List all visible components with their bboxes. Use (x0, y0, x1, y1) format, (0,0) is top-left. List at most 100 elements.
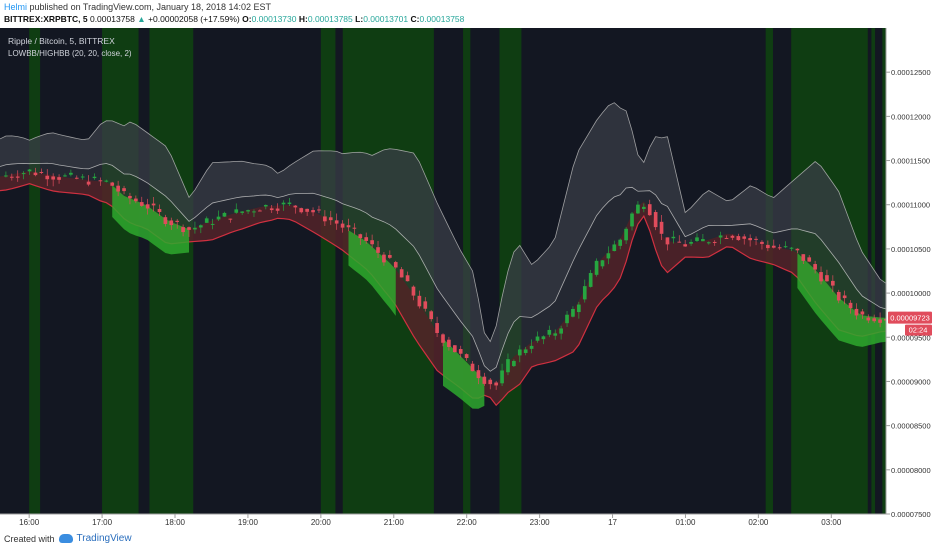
low-value: 0.00013701 (363, 14, 409, 24)
publish-info: Helmi published on TradingView.com, Janu… (4, 2, 271, 14)
candle (216, 216, 221, 220)
candle (181, 227, 185, 233)
candle (299, 208, 304, 213)
candle (807, 257, 812, 262)
candle (641, 206, 646, 209)
published-text: published on TradingView.com, January 18… (29, 2, 272, 12)
candle (458, 349, 463, 354)
trend-fill (112, 185, 190, 255)
highlight-zone (149, 28, 194, 514)
open-label: O: (242, 14, 252, 24)
candle (706, 242, 711, 244)
candle (15, 176, 20, 178)
highlight-zone (320, 28, 336, 514)
x-tick-label: 20:00 (311, 518, 332, 527)
candle (9, 176, 14, 178)
y-tick-label: 0.00011000 (891, 201, 930, 210)
basis-line (0, 162, 887, 372)
candle (541, 336, 546, 340)
author-link[interactable]: Helmi (4, 2, 28, 12)
y-tick-label: 0.00011500 (891, 157, 930, 166)
candle (872, 318, 877, 322)
high-value: 0.00013785 (307, 14, 353, 24)
highlight-zone (29, 28, 41, 514)
candle (204, 218, 209, 223)
up-arrow-icon: ▲ (137, 14, 146, 24)
candle (559, 328, 563, 334)
candle (754, 238, 758, 240)
y-tick-label: 0.00010000 (891, 289, 931, 298)
candle (476, 370, 481, 379)
y-axis-panel[interactable] (886, 28, 932, 514)
x-tick-label: 18:00 (165, 518, 186, 527)
candle (547, 329, 552, 335)
candle (742, 236, 747, 239)
tradingview-brand[interactable]: TradingView (76, 533, 132, 544)
candle (801, 254, 806, 261)
upper-band-line (0, 102, 887, 343)
candle (340, 223, 345, 228)
x-tick-label: 17:00 (92, 518, 113, 527)
candle (500, 370, 504, 384)
candle (831, 280, 835, 286)
candle (512, 360, 516, 367)
candle (553, 333, 558, 336)
y-tick-label: 0.00008000 (891, 466, 931, 475)
candle (228, 218, 233, 220)
candle (27, 169, 32, 172)
x-tick-label: 16:00 (19, 518, 40, 527)
candle (441, 334, 445, 343)
candle (210, 223, 215, 225)
candle (647, 204, 652, 216)
candle (405, 275, 410, 282)
candle (594, 260, 599, 275)
candle (659, 221, 664, 234)
candle (724, 237, 729, 239)
candle (57, 177, 61, 180)
last-price: 0.00013758 (89, 14, 135, 24)
candle (718, 235, 723, 238)
candle (529, 345, 534, 349)
candle (636, 204, 640, 214)
candle (74, 177, 79, 179)
candle (736, 236, 741, 241)
y-tick-label: 0.00007500 (891, 510, 931, 519)
candle (848, 302, 853, 309)
candle (854, 308, 859, 316)
candle (825, 275, 829, 282)
y-tick-label: 0.00009500 (891, 333, 931, 342)
candle (311, 210, 315, 213)
candle (151, 203, 156, 206)
y-tick-label: 0.00012000 (891, 112, 931, 121)
candle (577, 304, 581, 313)
candle (748, 238, 752, 241)
highlight-zone (765, 28, 773, 514)
candle (293, 205, 298, 208)
x-tick-label: 21:00 (384, 518, 405, 527)
candle (777, 247, 782, 249)
candle (417, 295, 422, 307)
candle (565, 314, 569, 324)
candle (352, 227, 357, 229)
x-tick-label: 03:00 (821, 518, 842, 527)
candle (376, 247, 380, 253)
candle (358, 234, 363, 239)
lower-band-fill (0, 171, 886, 406)
candle (606, 253, 611, 259)
candle (695, 237, 699, 241)
price-change: +0.00002058 (+17.59%) (148, 14, 240, 24)
trend-fill (443, 338, 485, 409)
candle (21, 173, 26, 175)
x-tick-label: 23:00 (530, 518, 551, 527)
candle (517, 349, 522, 356)
candle (45, 175, 50, 180)
candle (435, 323, 439, 334)
candle (836, 291, 841, 301)
candle (523, 349, 528, 354)
candle (464, 354, 469, 358)
candle (665, 237, 670, 245)
candle (222, 212, 227, 217)
price-chart[interactable]: 0.00012500 0.00012000 0.00011500 0.00011000… (0, 28, 932, 531)
candle (506, 359, 510, 373)
tradingview-logo-icon (58, 534, 73, 543)
